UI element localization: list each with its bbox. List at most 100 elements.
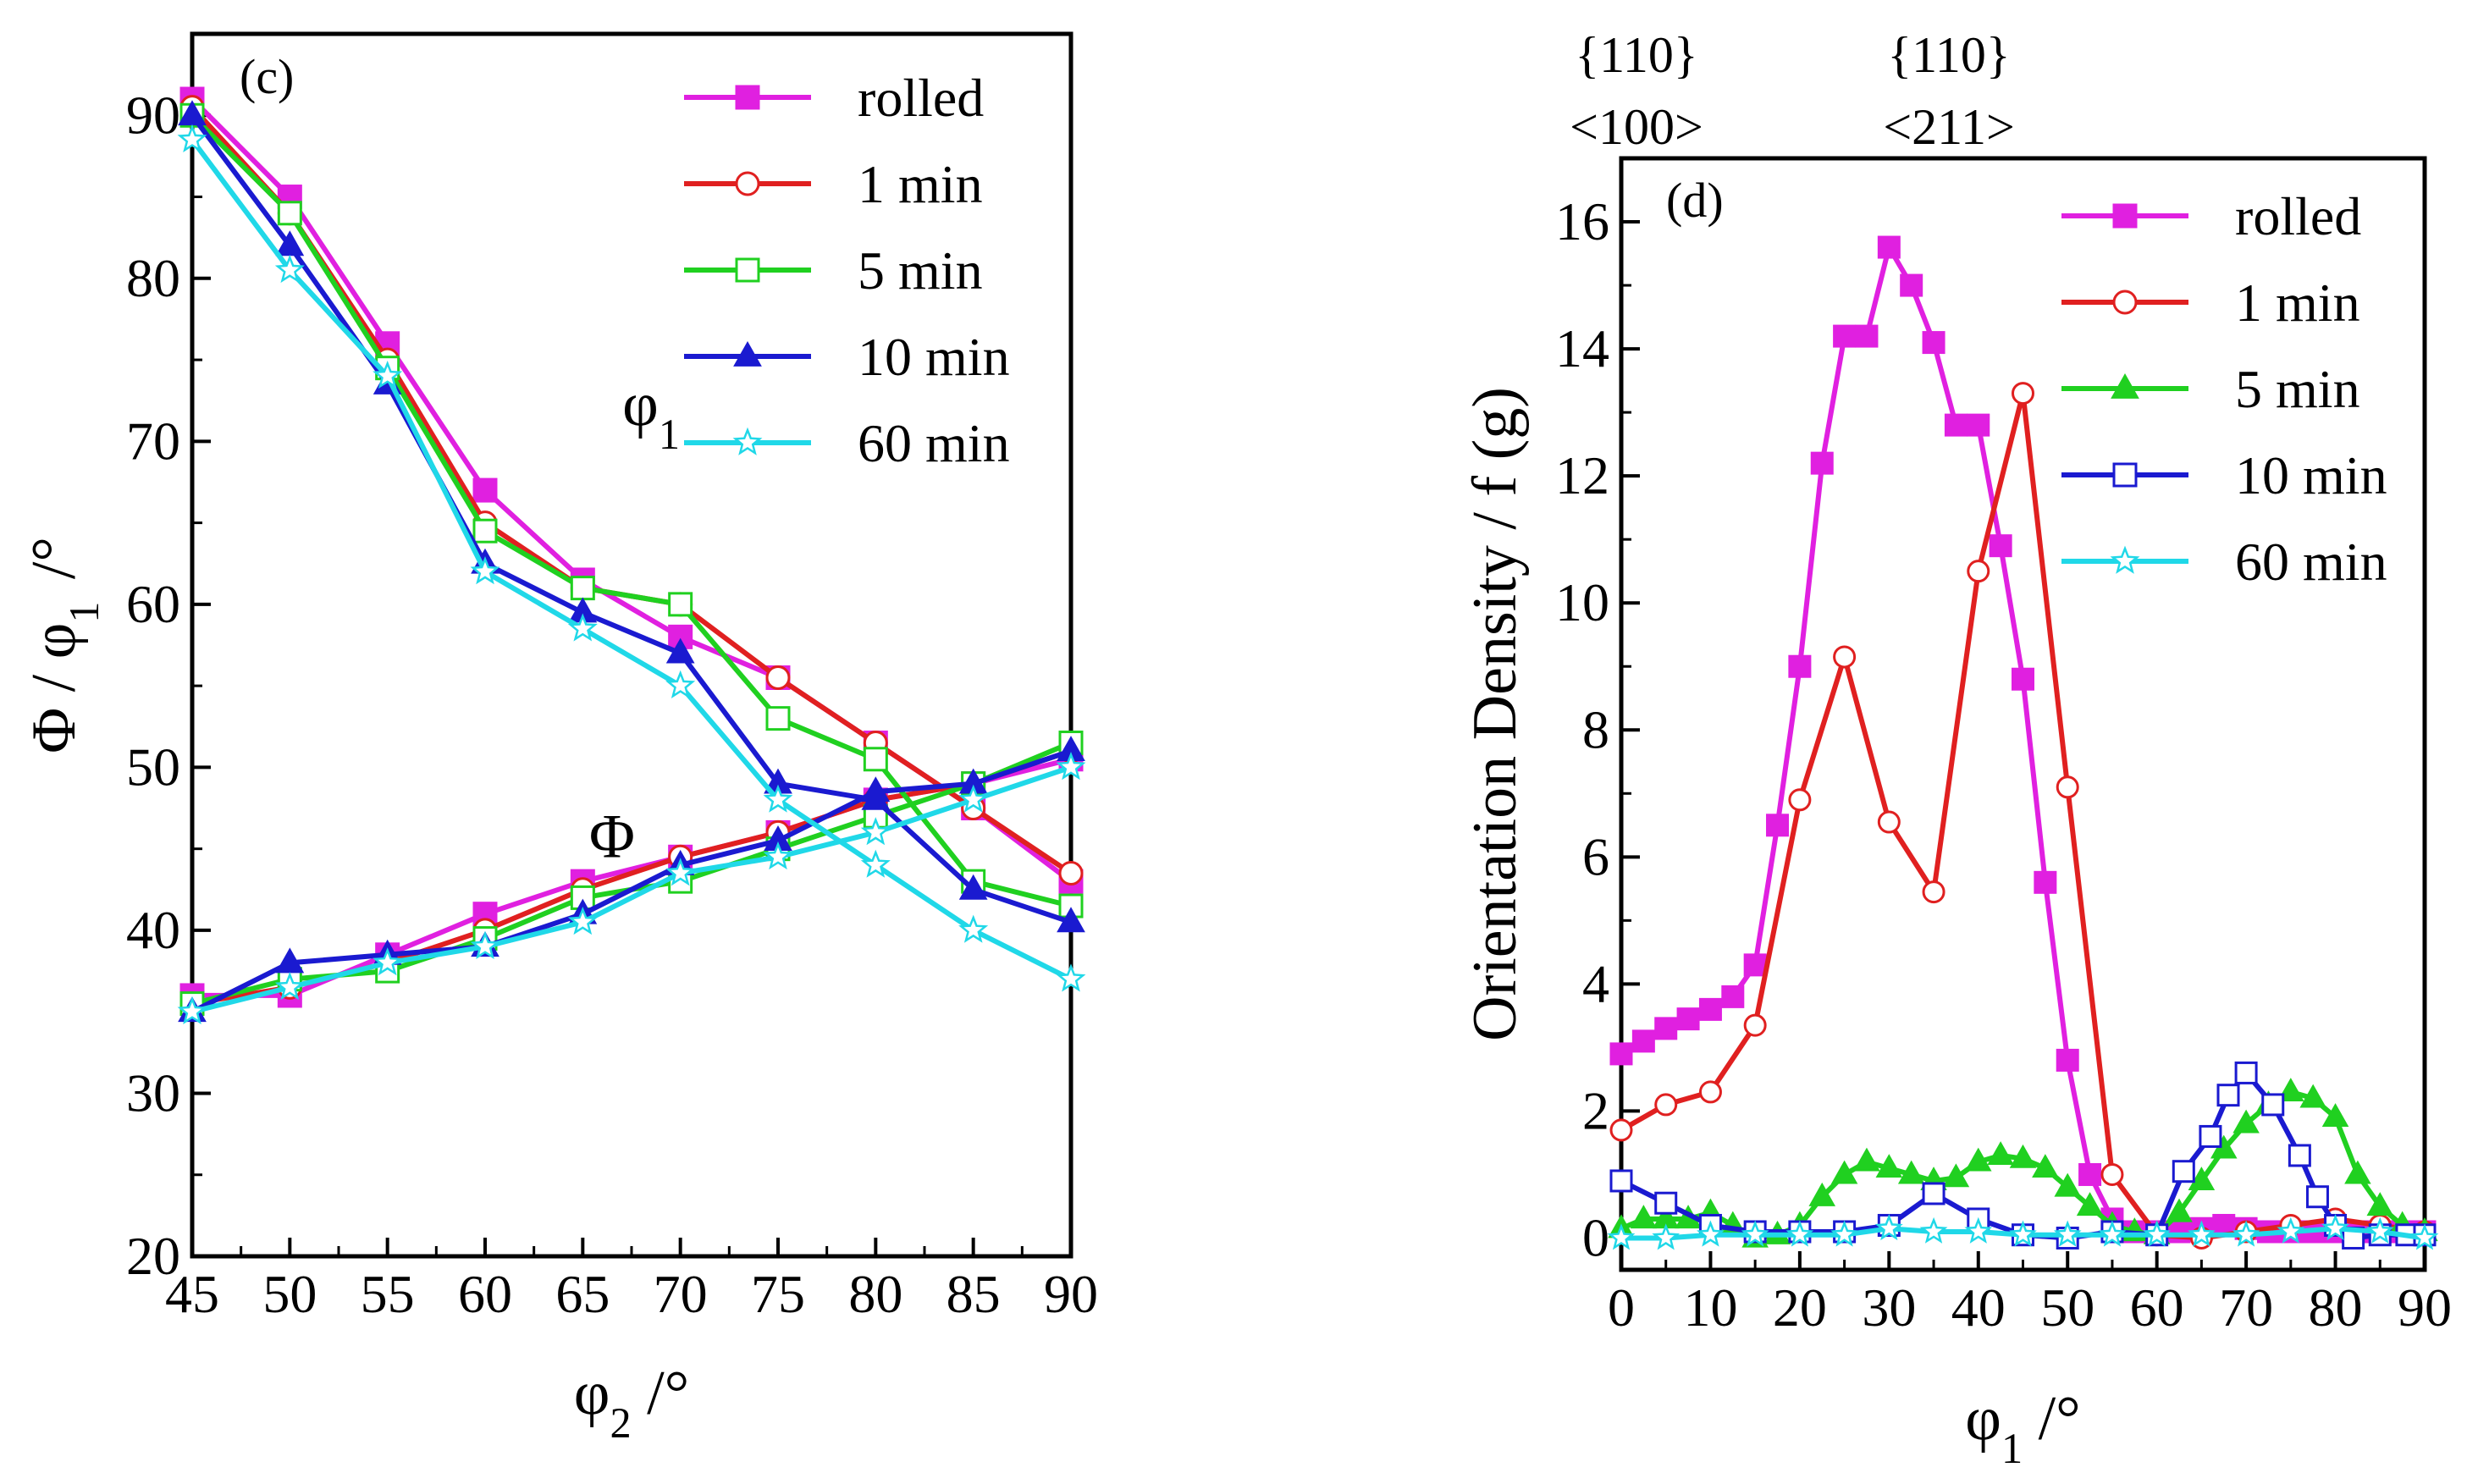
legend-marker: [2112, 203, 2138, 229]
x-tick-label: 0: [1608, 1277, 1635, 1338]
data-point: [2410, 1223, 2439, 1250]
data-point: [1741, 1220, 1769, 1247]
data-point: [1058, 861, 1084, 886]
legend-label: 10 min: [2235, 445, 2387, 505]
x-tick-label: 20: [1773, 1277, 1827, 1338]
data-point: [1944, 413, 1968, 437]
data-point: [1919, 1216, 1948, 1244]
top-label-direction: <100>: [1570, 99, 1703, 155]
y-tick-label: 2: [1582, 1080, 1609, 1140]
data-point: [2366, 1192, 2394, 1216]
legend-item: 5 min: [684, 240, 983, 301]
data-point: [472, 518, 498, 543]
data-point: [665, 670, 696, 698]
data-point: [1922, 880, 1945, 904]
data-point: [178, 100, 207, 126]
legend-label: 1 min: [2235, 273, 2360, 333]
data-point: [2234, 1061, 2258, 1084]
data-point: [177, 124, 207, 152]
y-tick-label: 12: [1555, 445, 1609, 505]
series-60-min: [1607, 1213, 2439, 1250]
data-point: [1810, 451, 1834, 475]
data-point: [373, 361, 403, 389]
data-point: [2305, 1185, 2329, 1209]
legend-marker: [2112, 462, 2138, 488]
data-point: [765, 665, 791, 691]
legend-label: 60 min: [2235, 532, 2387, 592]
series-line-phi1: [190, 113, 1072, 925]
x-tick-label: 70: [654, 1264, 708, 1324]
x-tick-label: 60: [458, 1264, 512, 1324]
top-label-plane: {110}: [1887, 27, 2010, 83]
data-point: [1630, 1205, 1658, 1229]
curve-annotation: φ1: [622, 370, 680, 458]
data-point: [1609, 1042, 1633, 1066]
data-point: [1057, 907, 1085, 933]
legend-label: 5 min: [2235, 359, 2360, 419]
data-point: [2032, 1154, 2059, 1178]
data-point: [1676, 1007, 1700, 1031]
y-tick-label: 16: [1555, 191, 1609, 251]
y-tick-label: 90: [126, 85, 180, 145]
data-point: [2078, 1162, 2102, 1186]
data-point: [1766, 814, 1790, 837]
data-point: [1875, 1154, 1903, 1178]
data-point: [1654, 1093, 1678, 1117]
data-point: [2012, 667, 2034, 691]
legend-label: 10 min: [858, 327, 1010, 387]
data-point: [1987, 1141, 2014, 1166]
x-tick-label: 50: [2040, 1277, 2094, 1338]
series-line-phi1: [190, 97, 1073, 884]
legend-item: 60 min: [2061, 532, 2387, 592]
data-point: [2344, 1160, 2371, 1184]
x-tick-label: 80: [848, 1264, 902, 1324]
legend-item: 1 min: [684, 154, 983, 214]
data-point: [1942, 1163, 1970, 1188]
y-tick-label: 40: [126, 900, 180, 960]
data-point: [470, 555, 500, 585]
y-tick-label: 60: [126, 574, 180, 634]
series-60-min: [177, 124, 1086, 1025]
data-point: [274, 254, 305, 284]
data-point: [2054, 1172, 2081, 1197]
legend-label: 60 min: [858, 413, 1010, 473]
data-point: [1743, 1013, 1767, 1037]
data-point: [1877, 235, 1901, 259]
data-point: [1965, 1147, 1992, 1172]
data-point: [2053, 1220, 2082, 1247]
series-line: [1620, 390, 2426, 1241]
y-tick-label: 14: [1555, 318, 1609, 378]
data-point: [1877, 810, 1901, 834]
data-point: [2012, 382, 2034, 405]
legend-item: rolled: [684, 68, 984, 128]
data-point: [1874, 1213, 1903, 1241]
data-point: [863, 747, 888, 772]
legend-label: rolled: [2235, 186, 2361, 246]
x-tick-label: 90: [2398, 1277, 2452, 1338]
data-point: [668, 592, 693, 617]
data-point: [1830, 1220, 1858, 1247]
data-point: [472, 477, 498, 503]
data-point: [567, 613, 598, 642]
data-point: [1609, 1169, 1633, 1193]
legend-item: 60 min: [684, 413, 1010, 473]
data-point: [277, 201, 302, 226]
data-point: [1830, 1160, 1858, 1184]
data-point: [1631, 1029, 1655, 1053]
y-tick-label: 80: [126, 248, 180, 308]
data-point: [958, 914, 989, 943]
x-tick-label: 85: [947, 1264, 1001, 1324]
data-point: [275, 230, 305, 257]
data-point: [1922, 1182, 1945, 1205]
series-line-Phi: [190, 748, 1072, 1014]
data-point: [1056, 963, 1086, 992]
data-point: [2188, 1167, 2216, 1191]
data-point: [275, 947, 305, 974]
panel-d-chart: 0 10 20 30 40 50 60 70 80 90 0 2 4 6 8 10 12 14 16 φ1 /° Ori…: [1460, 27, 2452, 1472]
data-point: [2172, 1160, 2195, 1183]
y-axis-title: Orientation Density / f (g): [1460, 387, 1530, 1041]
y-tick-label: 8: [1582, 699, 1609, 759]
series-line-phi1: [190, 113, 1072, 909]
data-point: [1056, 751, 1086, 781]
legend-item: 1 min: [2061, 273, 2360, 333]
